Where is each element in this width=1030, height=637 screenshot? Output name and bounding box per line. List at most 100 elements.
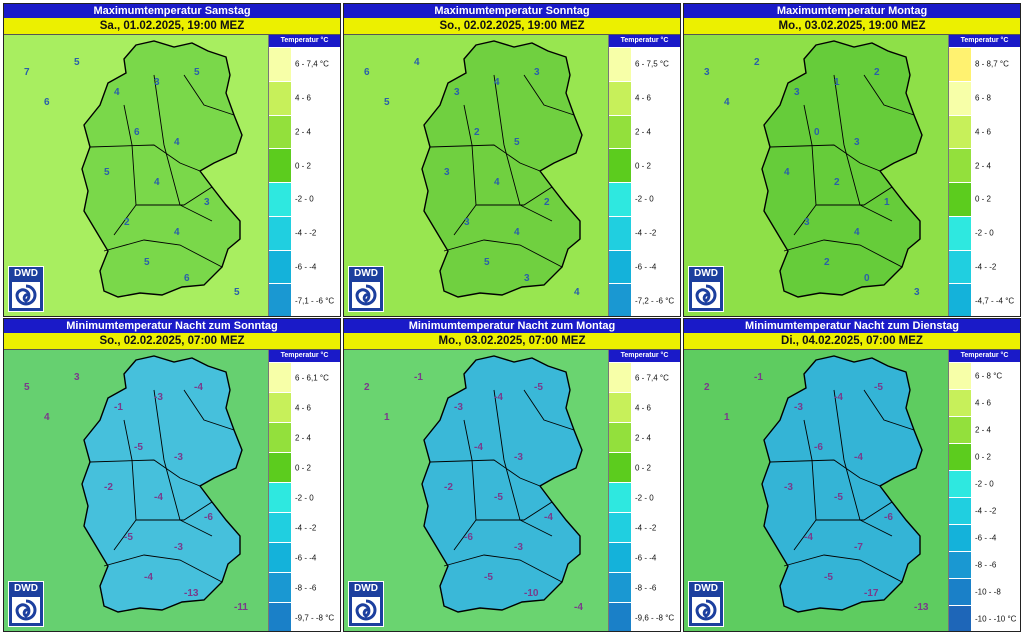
legend-label: 6 - 6,1 °C [295,373,329,382]
legend-swatch [269,149,291,182]
legend-swatch [269,48,291,81]
state-border [863,74,915,116]
legend-label: 6 - 7,5 °C [635,59,669,69]
legend-label: -4 - -2 [635,228,657,238]
legend-swatch [609,393,631,422]
temperature-value: 5 [194,67,200,78]
legend-label: 8 - 8,7 °C [975,59,1009,69]
legend-row: -2 - 0 [609,482,680,512]
legend-label: -2 - 0 [975,228,994,238]
temperature-value: -5 [874,382,883,393]
germany-map: 6 5 4 3 4 3 2 5 3 4 2 3 4 5 3 4 [344,35,610,316]
legend-row: -8 - -6 [949,551,1020,578]
temperature-value: -5 [824,572,833,583]
temperature-value: 4 [174,227,180,238]
temperature-value: 5 [234,287,240,298]
temperature-value: 2 [874,67,880,78]
state-border [833,389,893,537]
legend-label: -2 - 0 [635,194,654,204]
temperature-value: 6 [44,97,50,108]
legend-row: 4 - 6 [609,80,680,115]
legend-row: 2 - 4 [269,422,340,452]
state-border [443,554,563,583]
legend-label: -4 - -2 [635,523,657,532]
temperature-value: -4 [154,492,163,503]
legend-swatch [949,149,971,182]
temperature-value: -1 [114,402,123,413]
panel-date: Sa., 01.02.2025, 19:00 MEZ [4,18,340,35]
legend-label: -2 - 0 [635,493,654,502]
legend-label: -10 - -8 [975,587,1001,597]
temperature-value: 3 [854,137,860,148]
legend-row: 0 - 2 [609,452,680,482]
germany-map: 5 4 3 -1 -3 -4 -5 -3 -2 -4 -6 -5 -3 -4 -13 -11 [4,350,270,631]
legend-row: 2 - 4 [609,114,680,149]
legend-row: 6 - 8 °C [949,362,1020,389]
legend-row: -6 - -4 [269,249,340,284]
legend-label: 0 - 2 [975,452,992,462]
temperature-value: -11 [234,602,248,613]
legend-row: 0 - 2 [609,148,680,182]
legend-row: -4 - -2 [609,215,680,250]
temperature-value: -2 [104,482,113,493]
dwd-logo: DWD [8,266,44,312]
temperature-value: -5 [494,492,503,503]
legend-swatch [949,48,971,81]
legend-row: -4,7 - -4 °C [949,283,1020,316]
legend-label: 6 - 7,4 °C [295,59,329,69]
legend-row: 2 - 4 [269,114,340,149]
temperature-legend: Temperatur °C 6 - 7,4 °C 4 - 6 2 - 4 0 - 2 -2… [608,350,680,631]
panel-title: Maximumtemperatur Samstag [4,4,340,18]
state-border [136,501,213,521]
legend-swatch [609,363,631,392]
state-border [103,554,223,583]
dwd-logo-text: DWD [354,583,378,594]
legend-swatch [269,453,291,482]
temperature-value: 2 [824,257,830,268]
legend-swatch [609,81,631,115]
temperature-value: 5 [104,167,110,178]
temperature-value: 3 [914,287,920,298]
legend-row: -4 - -2 [949,249,1020,284]
legend-row: -7,2 - -6 °C [609,283,680,316]
legend-row: 0 - 2 [949,182,1020,216]
swirl-icon [352,597,380,623]
temperature-value: 3 [444,167,450,178]
legend-swatch [609,513,631,542]
legend-swatch [609,423,631,452]
legend-swatch [949,552,971,578]
legend-label: -4 - -2 [975,262,997,272]
legend-row: -4 - -2 [609,512,680,542]
dwd-logo: DWD [348,581,384,627]
panel-title: Minimumtemperatur Nacht zum Sonntag [4,319,340,333]
legend-label: -6 - -4 [635,262,657,272]
panel-title: Minimumtemperatur Nacht zum Dienstag [684,319,1020,333]
temperature-value: 1 [884,197,890,208]
temperature-value: 2 [834,177,840,188]
state-border [476,501,553,521]
legend-row: -2 - 0 [269,482,340,512]
state-border [816,501,893,521]
legend-row: -8 - -6 [609,572,680,602]
panel-title: Minimumtemperatur Nacht zum Montag [344,319,680,333]
legend-row: 6 - 8 [949,80,1020,115]
legend-swatch [609,183,631,216]
temperature-value: -1 [754,372,763,383]
temperature-legend: Temperatur °C 6 - 8 °C 4 - 6 2 - 4 0 - 2 -2 -… [948,350,1020,631]
state-border [429,144,541,172]
temperature-value: 6 [184,273,190,284]
legend-swatch [269,363,291,392]
map-panel-5: Minimumtemperatur Nacht zum Montag Mo., 0… [343,318,681,632]
legend-label: -4 - -2 [975,506,997,516]
temperature-value: 3 [704,67,710,78]
legend-swatch [609,603,631,631]
swirl-icon [692,597,720,623]
legend-label: -7,1 - -6 °C [295,296,335,306]
legend-swatch [269,423,291,452]
legend-label: -9,7 - -8 °C [295,613,335,622]
legend-label: 0 - 2 [975,194,992,204]
legend-row: -6 - -4 [269,542,340,572]
legend-label: 2 - 4 [295,433,312,442]
legend-label: -8 - -6 [635,583,657,592]
legend-swatch [949,498,971,524]
